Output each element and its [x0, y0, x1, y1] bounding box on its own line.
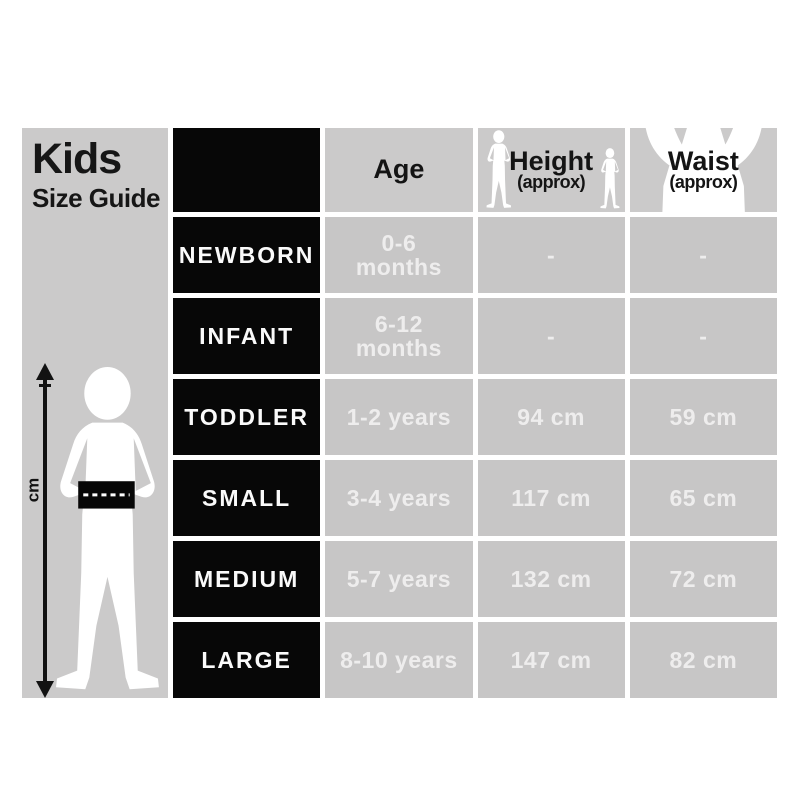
height-value-infant: - [477, 298, 625, 374]
column-header-age: Age [325, 128, 473, 212]
short-child-icon [600, 148, 621, 210]
size-label-toddler: TODDLER [173, 379, 321, 455]
left-panel: Kids Size Guide cm [22, 128, 168, 698]
height-value-large: 147 cm [477, 622, 625, 698]
column-header-waist: Waist (approx) [629, 128, 777, 212]
size-label-newborn: NEWBORN [173, 217, 321, 293]
size-label-small: SMALL [173, 460, 321, 536]
column-header-height: Height (approx) [477, 128, 625, 212]
height-value-toddler: 94 cm [477, 379, 625, 455]
waist-header-word: Waist [667, 145, 739, 176]
measurement-arrow-down-icon [36, 681, 54, 698]
waist-value-toddler: 59 cm [629, 379, 777, 455]
age-value-small: 3-4 years [325, 460, 473, 536]
age-value-newborn: 0-6 months [325, 217, 473, 293]
waist-value-medium: 72 cm [629, 541, 777, 617]
age-value-toddler: 1-2 years [325, 379, 473, 455]
page-title: Kids [32, 135, 122, 183]
height-value-newborn: - [477, 217, 625, 293]
size-guide-table: Kids Size Guide cm Age Height (approx) W… [22, 128, 777, 698]
table-corner-cell [173, 128, 321, 212]
measurement-arrow-line [43, 379, 47, 681]
height-header-label: Height (approx) [509, 145, 594, 193]
waist-header-label: Waist (approx) [667, 145, 739, 193]
brand-title-block: Kids Size Guide [32, 135, 160, 213]
waist-approx-label: (approx) [669, 172, 738, 193]
height-value-medium: 132 cm [477, 541, 625, 617]
size-label-infant: INFANT [173, 298, 321, 374]
age-value-infant: 6-12 months [325, 298, 473, 374]
waist-value-large: 82 cm [629, 622, 777, 698]
age-value-medium: 5-7 years [325, 541, 473, 617]
age-value-large: 8-10 years [325, 622, 473, 698]
cm-unit-label: cm [23, 477, 43, 503]
waist-value-small: 65 cm [629, 460, 777, 536]
measurement-arrow-up-icon [36, 363, 54, 380]
waist-value-infant: - [629, 298, 777, 374]
age-header-label: Age [373, 154, 425, 185]
waist-value-newborn: - [629, 217, 777, 293]
page-subtitle: Size Guide [32, 183, 160, 213]
height-value-small: 117 cm [477, 460, 625, 536]
child-silhouette-icon [54, 366, 167, 698]
size-label-large: LARGE [173, 622, 321, 698]
height-approx-label: (approx) [517, 172, 586, 193]
size-label-medium: MEDIUM [173, 541, 321, 617]
height-header-word: Height [509, 145, 594, 176]
